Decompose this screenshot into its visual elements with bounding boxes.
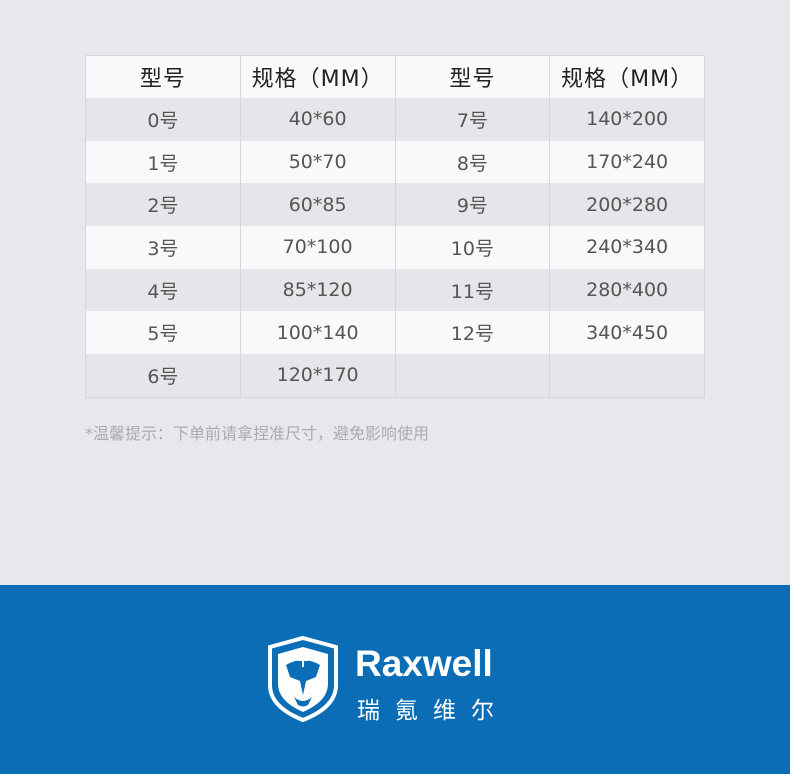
table-row: 0号 40*60 7号 140*200 — [85, 98, 705, 141]
model-cell: 10号 — [395, 226, 551, 269]
model-cell: 12号 — [395, 311, 551, 355]
header-spec: 规格（MM） — [549, 55, 705, 98]
spec-cell: 60*85 — [240, 183, 396, 227]
table-row: 1号 50*70 8号 170*240 — [85, 140, 705, 184]
model-cell: 1号 — [85, 140, 241, 184]
table-row: 5号 100*140 12号 340*450 — [85, 311, 705, 355]
model-cell: 6号 — [85, 354, 241, 398]
tip-note: *温馨提示：下单前请拿捏准尺寸，避免影响使用 — [85, 424, 430, 443]
spec-cell: 280*400 — [549, 268, 705, 312]
spec-cell: 50*70 — [240, 140, 396, 184]
spec-cell: 70*100 — [240, 226, 396, 269]
header-spec: 规格（MM） — [240, 55, 396, 98]
model-cell: 7号 — [395, 98, 551, 141]
model-cell: 3号 — [85, 226, 241, 269]
brand-name-cn: 瑞氪维尔 — [357, 698, 509, 724]
model-cell: 9号 — [395, 183, 551, 227]
table-row: 3号 70*100 10号 240*340 — [85, 226, 705, 269]
footer-banner — [0, 585, 790, 774]
brand-name: Raxwell — [355, 643, 493, 684]
table-row: 6号 120*170 — [85, 354, 705, 398]
model-cell: 0号 — [85, 98, 241, 141]
model-cell: 2号 — [85, 183, 241, 227]
table-header: 型号 规格（MM） 型号 规格（MM） — [85, 55, 705, 98]
model-cell: 8号 — [395, 140, 551, 184]
table-row: 4号 85*120 11号 280*400 — [85, 268, 705, 312]
spec-cell: 120*170 — [240, 354, 396, 398]
spec-cell: 240*340 — [549, 226, 705, 269]
header-model: 型号 — [85, 55, 241, 98]
spec-cell: 40*60 — [240, 98, 396, 141]
model-cell: 5号 — [85, 311, 241, 355]
spec-cell: 140*200 — [549, 98, 705, 141]
spec-cell: 200*280 — [549, 183, 705, 227]
spec-cell: 100*140 — [240, 311, 396, 355]
tiger-shield-icon — [268, 635, 338, 723]
model-cell — [395, 354, 551, 398]
spec-cell: 170*240 — [549, 140, 705, 184]
model-cell: 4号 — [85, 268, 241, 312]
spec-cell — [549, 354, 705, 398]
table-row: 2号 60*85 9号 200*280 — [85, 183, 705, 227]
header-model: 型号 — [395, 55, 551, 98]
size-table: 型号 规格（MM） 型号 规格（MM） 0号 40*60 7号 140*200 1号 50… — [85, 55, 705, 398]
spec-cell: 340*450 — [549, 311, 705, 355]
model-cell: 11号 — [395, 268, 551, 312]
spec-cell: 85*120 — [240, 268, 396, 312]
